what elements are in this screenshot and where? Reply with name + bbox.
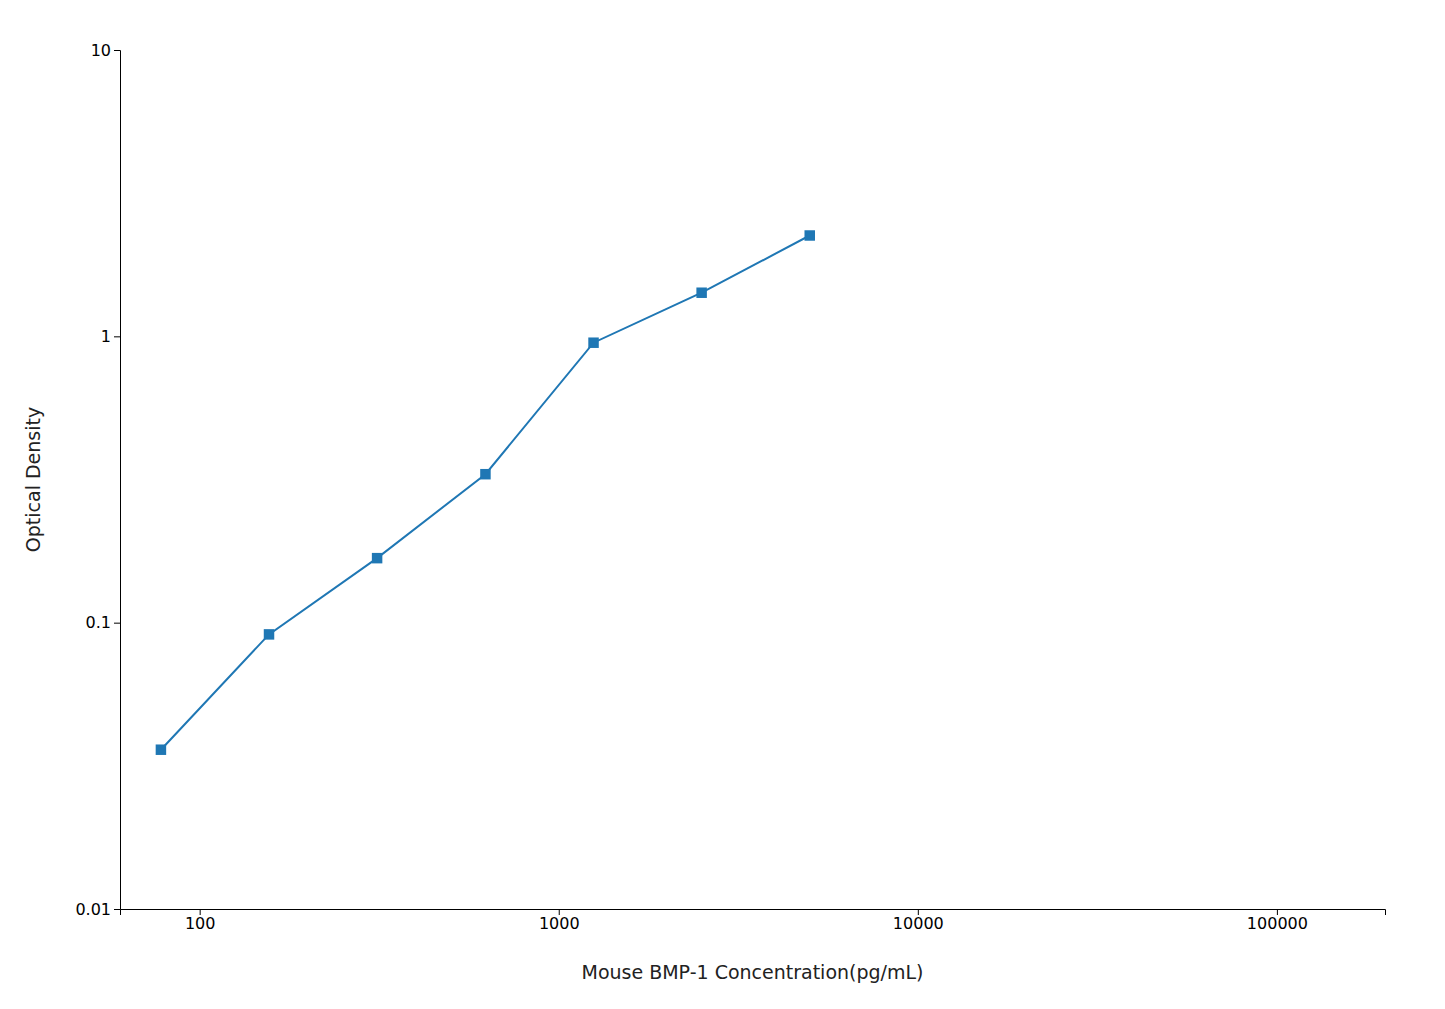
x-tick: 100: [185, 909, 216, 933]
marks: [156, 230, 815, 755]
point: [696, 287, 706, 297]
y-axis: 0.01 0.1 1 10: [75, 41, 120, 919]
point: [480, 469, 490, 479]
x-tick-label: 10000: [893, 914, 944, 933]
x-tick-label: 100000: [1247, 914, 1308, 933]
x-tick: 100000: [1247, 909, 1308, 933]
line: [161, 235, 810, 749]
y-tick-mark: [114, 50, 120, 51]
y-tick: 0.01: [75, 900, 120, 919]
point: [264, 629, 274, 639]
y-tick-label: 1: [101, 327, 111, 346]
point: [372, 553, 382, 563]
plot-area: 100 1000 10000 100000 0.01 0.1 1 10: [75, 41, 1385, 934]
y-tick-mark: [114, 623, 120, 624]
x-tick: 10000: [893, 909, 944, 933]
y-tick-label: 0.1: [86, 613, 111, 632]
y-axis-title: Optical Density: [22, 407, 44, 552]
point: [588, 337, 598, 347]
y-tick: 1: [101, 327, 120, 346]
y-tick: 0.1: [86, 613, 120, 632]
point: [156, 744, 166, 754]
x-tick-label: 100: [185, 914, 216, 933]
chart: 100 1000 10000 100000 0.01 0.1 1 10 Mouse BMP-1 …: [0, 0, 1445, 1009]
x-axis-title: Mouse BMP-1 Concentration(pg/mL): [582, 961, 924, 983]
y-tick-mark: [114, 336, 120, 337]
y-tick: 10: [91, 41, 120, 60]
x-axis-line: [121, 910, 1386, 916]
y-tick-label: 0.01: [75, 900, 111, 919]
x-axis: 100 1000 10000 100000: [121, 909, 1386, 933]
x-tick-label: 1000: [539, 914, 580, 933]
y-tick-label: 10: [91, 41, 111, 60]
x-tick: 1000: [539, 909, 580, 933]
point: [804, 230, 814, 240]
y-tick-mark: [114, 909, 120, 910]
y-axis-line: [114, 51, 121, 910]
